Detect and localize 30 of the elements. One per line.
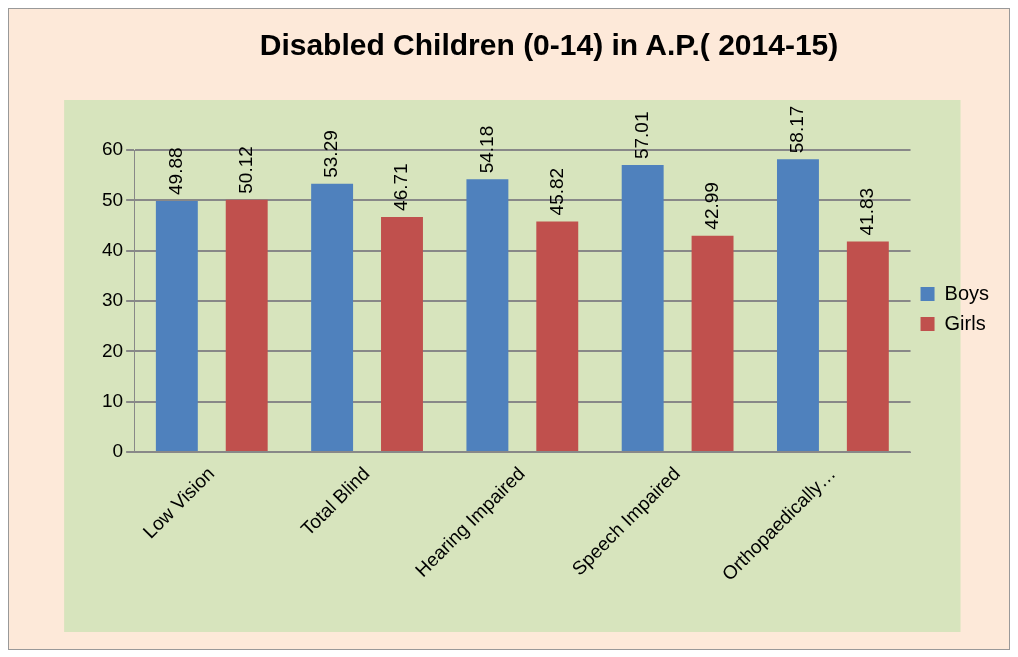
data-label: 54.18 <box>475 125 497 174</box>
y-tick-label: 40 <box>101 238 124 260</box>
bar <box>311 183 354 452</box>
data-label: 41.83 <box>856 187 878 236</box>
bar <box>536 221 579 452</box>
legend-label: Girls <box>944 311 986 334</box>
data-label: 58.17 <box>786 105 808 154</box>
data-label: 50.12 <box>234 146 256 194</box>
data-label: 46.71 <box>390 163 412 211</box>
bar <box>621 165 664 452</box>
data-label: 42.99 <box>700 182 722 230</box>
y-tick-label: 30 <box>101 289 124 311</box>
data-label: 57.01 <box>630 111 652 160</box>
bar <box>466 179 509 452</box>
y-tick-label: 60 <box>101 138 124 160</box>
y-tick-label: 10 <box>101 389 124 411</box>
data-label: 45.82 <box>545 167 567 216</box>
data-label: 49.88 <box>165 147 187 195</box>
y-tick-label: 0 <box>112 440 124 462</box>
bar <box>846 241 889 452</box>
data-label: 53.29 <box>320 130 342 178</box>
bar <box>777 159 819 452</box>
chart-title: Disabled Children (0-14) in A.P.( 2014-15) <box>259 28 839 62</box>
bar <box>225 199 268 452</box>
bar <box>155 200 198 452</box>
bar <box>691 235 734 452</box>
bar <box>381 216 423 452</box>
legend-label: Boys <box>944 281 990 304</box>
y-tick-label: 20 <box>101 339 124 361</box>
y-tick-label: 50 <box>101 188 124 210</box>
